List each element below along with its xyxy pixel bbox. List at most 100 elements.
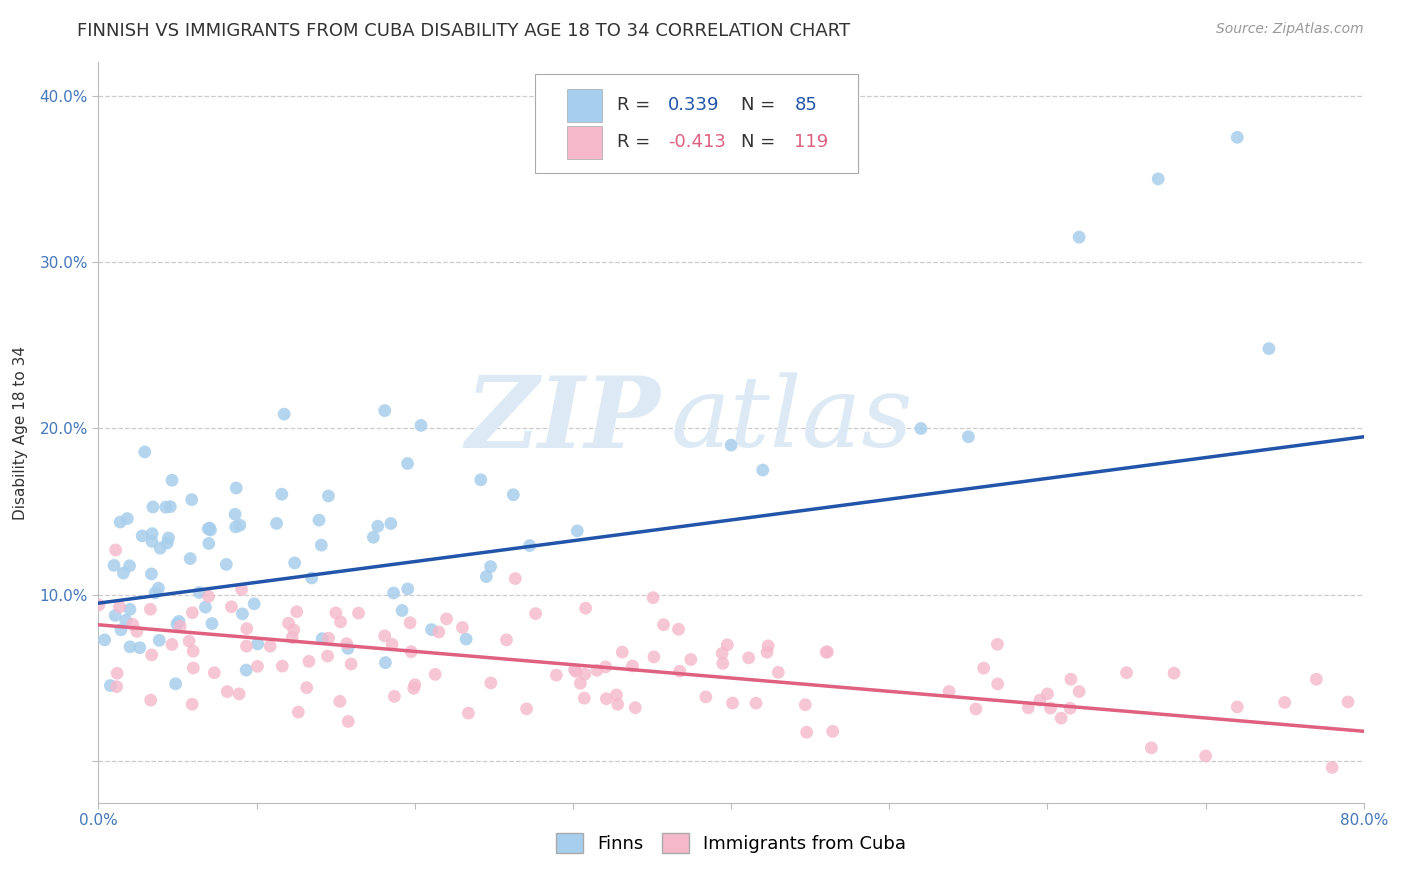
Point <box>938 684 960 698</box>
Point <box>643 591 665 605</box>
Point <box>224 508 246 522</box>
Point <box>586 663 609 677</box>
Point <box>451 620 474 634</box>
Point <box>271 659 294 673</box>
Point <box>246 659 269 673</box>
Point <box>311 538 333 552</box>
Point <box>231 607 253 621</box>
Point <box>396 582 419 596</box>
Point <box>391 603 413 617</box>
Point <box>470 473 492 487</box>
Point <box>1036 687 1059 701</box>
Point <box>316 648 339 663</box>
Text: 0.339: 0.339 <box>668 96 720 114</box>
Point <box>756 639 779 653</box>
Point <box>420 623 443 637</box>
Point <box>148 633 170 648</box>
Point <box>318 631 340 645</box>
Point <box>160 637 183 651</box>
Point <box>624 700 647 714</box>
Point <box>308 513 330 527</box>
Text: R =: R = <box>617 96 657 114</box>
Point <box>181 644 204 658</box>
Point <box>1067 684 1090 698</box>
Point <box>235 663 257 677</box>
Point <box>221 599 243 614</box>
Point <box>821 724 844 739</box>
Point <box>259 639 281 653</box>
Point <box>325 606 347 620</box>
Point <box>737 650 759 665</box>
Point <box>180 492 202 507</box>
Point <box>374 403 396 417</box>
Point <box>605 688 627 702</box>
Point <box>1060 673 1083 687</box>
Point <box>1067 230 1090 244</box>
Point <box>246 637 269 651</box>
Point <box>456 632 478 646</box>
Point <box>711 646 734 660</box>
Point <box>425 667 447 681</box>
Point <box>1274 696 1296 710</box>
Text: 119: 119 <box>794 134 828 152</box>
Point <box>283 623 305 637</box>
Y-axis label: Disability Age 18 to 34: Disability Age 18 to 34 <box>14 345 28 520</box>
Point <box>118 558 141 573</box>
Point <box>973 661 995 675</box>
Point <box>197 590 219 604</box>
Point <box>104 543 127 558</box>
Point <box>479 559 502 574</box>
Point <box>427 625 450 640</box>
Point <box>98 679 121 693</box>
Point <box>134 445 156 459</box>
Point <box>143 586 166 600</box>
Point <box>965 702 987 716</box>
Point <box>574 667 596 681</box>
Point <box>503 572 526 586</box>
Point <box>200 523 222 537</box>
Point <box>1226 700 1249 714</box>
Point <box>768 665 790 680</box>
Point <box>295 681 318 695</box>
Point <box>202 665 225 680</box>
Point <box>751 463 773 477</box>
Point <box>711 657 734 671</box>
Point <box>367 519 389 533</box>
Point <box>103 558 125 573</box>
Point <box>112 566 135 580</box>
Point <box>194 600 217 615</box>
Point <box>329 694 352 708</box>
Point <box>1147 172 1170 186</box>
Point <box>815 645 838 659</box>
Point <box>229 518 252 533</box>
Point <box>157 531 180 545</box>
Point <box>479 676 502 690</box>
Text: atlas: atlas <box>671 373 914 467</box>
Point <box>524 607 547 621</box>
Point <box>243 597 266 611</box>
Point <box>281 631 304 645</box>
Point <box>167 615 190 629</box>
Point <box>409 418 432 433</box>
Point <box>1194 748 1216 763</box>
Point <box>197 536 219 550</box>
Point <box>612 645 634 659</box>
Point <box>1305 673 1327 687</box>
Point <box>197 522 219 536</box>
Point <box>118 640 141 654</box>
Point <box>1322 760 1344 774</box>
Point <box>115 613 138 627</box>
Point <box>169 619 191 633</box>
Point <box>910 421 932 435</box>
Point <box>149 541 172 556</box>
Point <box>565 665 588 679</box>
Point <box>181 606 204 620</box>
Point <box>266 516 288 531</box>
Point <box>231 582 253 597</box>
Point <box>329 615 352 629</box>
Point <box>298 654 321 668</box>
Point <box>165 677 187 691</box>
Point <box>225 481 247 495</box>
Point <box>1017 701 1039 715</box>
Point <box>564 663 586 677</box>
